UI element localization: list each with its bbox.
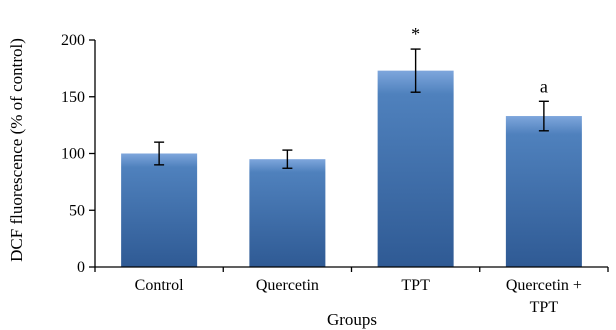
y-tick-label: 150 [61,89,85,106]
bar-control [121,153,198,267]
significance-mark: a [540,76,548,96]
x-tick-label: Control [135,277,184,294]
plot-area: 0 50 100 150 200 Control Quercetin * TPT a Quercet… [61,24,609,316]
y-axis-title: DCF fluorescence (% of control) [7,38,26,262]
y-tick-label: 0 [77,259,85,276]
y-tick-label: 50 [69,202,85,219]
bar-quercetin [249,159,326,267]
x-tick-label: Quercetin + [506,277,582,294]
x-tick-label: Quercetin [256,277,319,294]
x-axis-title: Groups [327,310,377,329]
bar-tpt [377,70,454,268]
bar-quercetin-tpt [505,116,582,267]
y-tick-label: 100 [61,146,85,163]
significance-mark: * [411,24,420,44]
x-tick-label: TPT [530,299,559,316]
y-tick-label: 200 [61,32,85,49]
x-tick-label: TPT [401,277,430,294]
